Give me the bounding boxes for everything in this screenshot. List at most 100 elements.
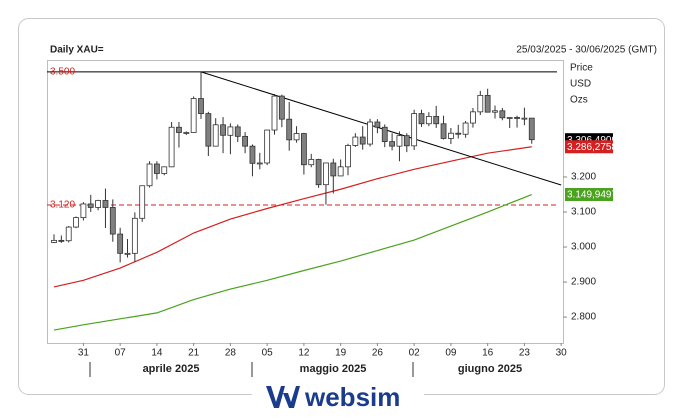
candle-body <box>425 115 432 125</box>
candle-body <box>234 126 241 137</box>
candle-body <box>323 162 329 186</box>
candle-body <box>300 133 307 166</box>
candle-body <box>521 117 528 120</box>
x-tick-label: 09 <box>445 348 457 359</box>
candle-body <box>403 135 410 147</box>
candle-body <box>139 185 146 219</box>
candle <box>477 90 484 115</box>
candle-body <box>65 226 72 242</box>
candle-body <box>389 141 396 147</box>
candle <box>87 194 94 213</box>
candle-body <box>58 239 65 242</box>
x-tick-label: 21 <box>188 348 200 359</box>
candle-body <box>124 252 131 255</box>
candle <box>367 118 373 147</box>
candle-body <box>102 200 109 208</box>
y-tick-label: 3.100 <box>571 207 596 218</box>
logo-text: websim <box>304 382 400 412</box>
candle <box>109 199 116 242</box>
candle-body <box>73 217 79 228</box>
candle <box>220 117 226 154</box>
y-tick-label: 2.800 <box>571 312 596 323</box>
candle-body <box>264 129 271 164</box>
plot-frame <box>47 60 564 344</box>
level-label: 3.120 <box>50 200 75 211</box>
candle <box>183 131 190 135</box>
candle <box>492 105 498 119</box>
candle-body <box>337 166 344 177</box>
candle <box>212 118 219 147</box>
candle-body <box>220 124 226 136</box>
x-tick-label: 19 <box>335 348 347 359</box>
candle-body <box>227 126 234 136</box>
candle-body <box>367 121 373 145</box>
candle <box>95 199 101 211</box>
candle <box>359 126 366 150</box>
candle <box>153 161 160 180</box>
candle-body <box>286 118 293 141</box>
candle-body <box>308 159 315 166</box>
candle <box>374 119 381 134</box>
candle <box>484 88 491 113</box>
candle <box>117 227 124 263</box>
candle-body <box>330 162 337 177</box>
candle-body <box>153 163 160 174</box>
candle-body <box>462 122 469 135</box>
candle-body <box>183 132 190 134</box>
candle <box>470 107 476 128</box>
candle <box>462 120 469 138</box>
card <box>18 18 665 395</box>
x-tick-label: 26 <box>372 348 384 359</box>
x-tick-label: 28 <box>225 348 237 359</box>
level-label: 3.500 <box>50 67 75 78</box>
candle <box>168 121 175 168</box>
y-label: USD <box>570 79 591 90</box>
candle <box>411 109 418 151</box>
y-label: Price <box>570 63 593 74</box>
candle <box>146 161 153 188</box>
candle-body <box>109 207 116 235</box>
candle <box>337 159 344 177</box>
candle-body <box>51 239 57 243</box>
candle <box>131 212 138 263</box>
logo: websim <box>252 382 424 414</box>
candle-body <box>242 135 249 147</box>
candle-body <box>447 132 454 139</box>
candle <box>176 121 182 148</box>
candle <box>389 133 396 151</box>
candle-body <box>146 163 153 187</box>
candle-body <box>168 126 175 168</box>
logo-icon <box>266 386 300 408</box>
candle-body <box>455 132 462 135</box>
x-tick-label: 31 <box>78 348 90 359</box>
y-label: Ozs <box>570 95 588 106</box>
price-tag <box>565 140 613 154</box>
candle-body <box>418 113 425 125</box>
candle <box>205 111 212 156</box>
candle <box>396 131 403 162</box>
candle <box>80 202 87 221</box>
candle <box>433 105 440 128</box>
candle <box>455 124 462 139</box>
candle <box>124 238 131 258</box>
x-tick-label: 07 <box>115 348 127 359</box>
candle <box>345 143 351 176</box>
moving-average <box>53 146 532 288</box>
candle <box>403 133 410 153</box>
candle <box>73 216 79 229</box>
candle <box>440 115 447 140</box>
candle <box>139 185 146 222</box>
candle-body <box>506 117 513 119</box>
candle-body <box>499 110 506 119</box>
candle <box>418 109 425 127</box>
candle-body <box>249 145 256 164</box>
candle <box>514 115 520 128</box>
candle <box>352 133 359 147</box>
candle <box>256 152 263 170</box>
x-tick-label: 14 <box>151 348 163 359</box>
month-label: aprile 2025 <box>143 363 200 375</box>
candle-body <box>131 217 138 254</box>
candle-body <box>396 135 403 147</box>
candle <box>65 226 72 243</box>
